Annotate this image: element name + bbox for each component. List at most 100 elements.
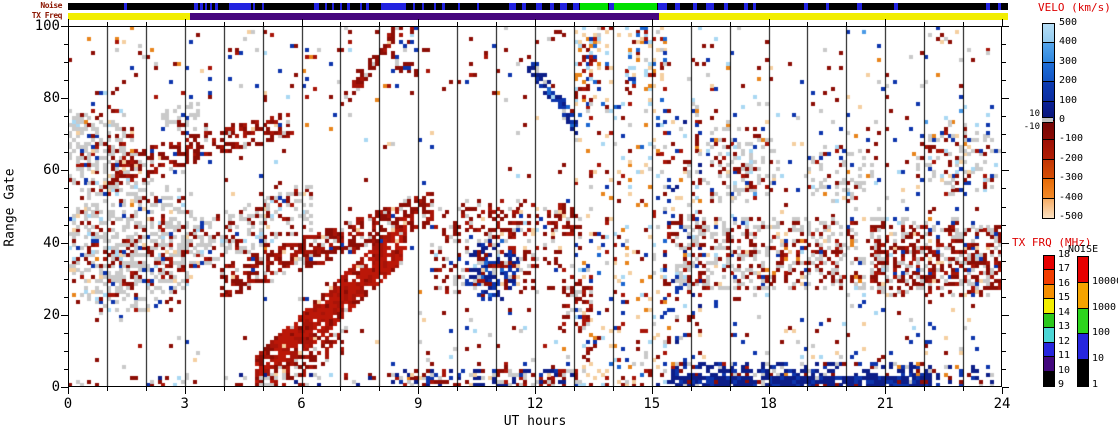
indicator-segment	[522, 3, 527, 10]
x-tick-label: 24	[993, 396, 1011, 412]
colorbar-segment	[1043, 62, 1054, 83]
colorbar-segment	[1044, 284, 1054, 300]
tick-mark	[846, 387, 847, 391]
tick-mark	[1002, 152, 1006, 153]
tick-mark	[1002, 315, 1009, 316]
colorbar-segment	[1044, 371, 1054, 386]
noise-colorbar-title: NOISE	[1068, 244, 1099, 255]
indicator-segment	[422, 3, 425, 10]
indicator-segment	[359, 3, 362, 10]
tick-mark	[846, 22, 847, 26]
y-tick-label: 60	[43, 162, 60, 179]
tick-mark	[418, 387, 419, 394]
colorbar-scale-label: -100	[1059, 133, 1084, 145]
tick-mark	[691, 387, 692, 391]
tick-mark	[1002, 116, 1006, 117]
colorbar-scale-label: 0	[1059, 114, 1066, 125]
colorbar-segment	[1043, 43, 1054, 63]
colorbar-segment	[1044, 299, 1054, 314]
noise-colorbar	[1077, 256, 1089, 387]
tick-mark	[1002, 351, 1006, 352]
colorbar-segment	[1044, 342, 1054, 358]
colorbar-scale-label: 9	[1058, 379, 1065, 390]
tick-mark	[963, 22, 964, 26]
indicator-segment	[609, 3, 614, 10]
indicator-segment	[573, 3, 580, 10]
tick-mark	[1002, 44, 1006, 45]
indicator-segment	[549, 3, 555, 10]
tick-mark	[61, 170, 68, 171]
tick-mark	[224, 387, 225, 391]
tick-mark	[1002, 279, 1006, 280]
tick-mark	[379, 22, 380, 26]
tick-mark	[924, 22, 925, 26]
tick-mark	[885, 19, 886, 26]
y-tick-label: 100	[34, 18, 60, 34]
y-tick-label: 20	[43, 306, 60, 323]
colorbar-segment	[1043, 198, 1054, 218]
tick-mark	[496, 387, 497, 391]
indicator-segment	[743, 3, 748, 10]
tick-mark	[885, 387, 886, 394]
txfrq-colorbar-title: TX FRQ (MHz)	[1012, 236, 1092, 249]
tick-mark	[61, 26, 68, 27]
tick-mark	[340, 387, 341, 391]
tick-mark	[68, 387, 69, 394]
colorbar-scale-label: 400	[1059, 36, 1078, 48]
x-tick-label: 3	[180, 396, 189, 412]
colorbar-scale-label: 17	[1058, 263, 1071, 275]
indicator-segment	[190, 13, 659, 20]
indicator-segment	[894, 3, 899, 10]
tick-mark	[64, 62, 68, 63]
colorbar-scale-label: -500	[1059, 211, 1084, 222]
tick-mark	[1002, 188, 1006, 189]
tick-mark	[613, 22, 614, 26]
y-tick-label: 40	[43, 234, 60, 251]
colorbar-segment	[1044, 256, 1054, 271]
indicator-segment	[261, 3, 264, 10]
indicator-segment	[559, 3, 568, 10]
velo-zero-strip	[1042, 117, 1053, 123]
tick-mark	[64, 333, 68, 334]
tick-mark	[64, 261, 68, 262]
indicator-segment	[339, 3, 343, 10]
colorbar-scale-label: 300	[1059, 55, 1078, 67]
indicator-segment	[706, 3, 715, 10]
colorbar-scale-label: -200	[1059, 152, 1084, 164]
x-tick-label: 21	[876, 396, 894, 412]
indicator-segment	[209, 3, 213, 10]
tick-mark	[64, 351, 68, 352]
colorbar-scale-label: 15	[1058, 292, 1071, 304]
tick-mark	[457, 22, 458, 26]
tick-mark	[146, 387, 147, 391]
indicator-segment	[536, 3, 542, 10]
tick-mark	[807, 22, 808, 26]
colorbar-segment	[1078, 308, 1088, 335]
tick-mark	[418, 19, 419, 26]
tick-mark	[146, 22, 147, 26]
tick-mark	[535, 19, 536, 26]
tick-mark	[1002, 297, 1006, 298]
colorbar-scale-label: 100	[1092, 327, 1111, 339]
indicator-segment	[692, 3, 697, 10]
indicator-segment	[324, 3, 328, 10]
indicator-segment	[614, 3, 658, 10]
indicator-segment	[477, 3, 480, 10]
tick-mark	[1002, 369, 1006, 370]
colorbar-segment	[1044, 270, 1054, 285]
tick-mark	[64, 225, 68, 226]
x-axis-title: UT hours	[503, 414, 567, 429]
indicator-segment	[657, 3, 668, 10]
tick-mark	[652, 19, 653, 26]
colorbar-scale-label: 13	[1058, 321, 1071, 333]
indicator-segment	[998, 3, 1001, 10]
colorbar-segment	[1043, 140, 1054, 160]
tick-mark	[1002, 225, 1006, 226]
indicator-segment	[228, 3, 251, 10]
colorbar-scale-label: 16	[1058, 277, 1071, 289]
tick-mark	[68, 19, 69, 26]
tick-mark	[730, 22, 731, 26]
tick-mark	[963, 387, 964, 391]
indicator-segment	[986, 3, 991, 10]
